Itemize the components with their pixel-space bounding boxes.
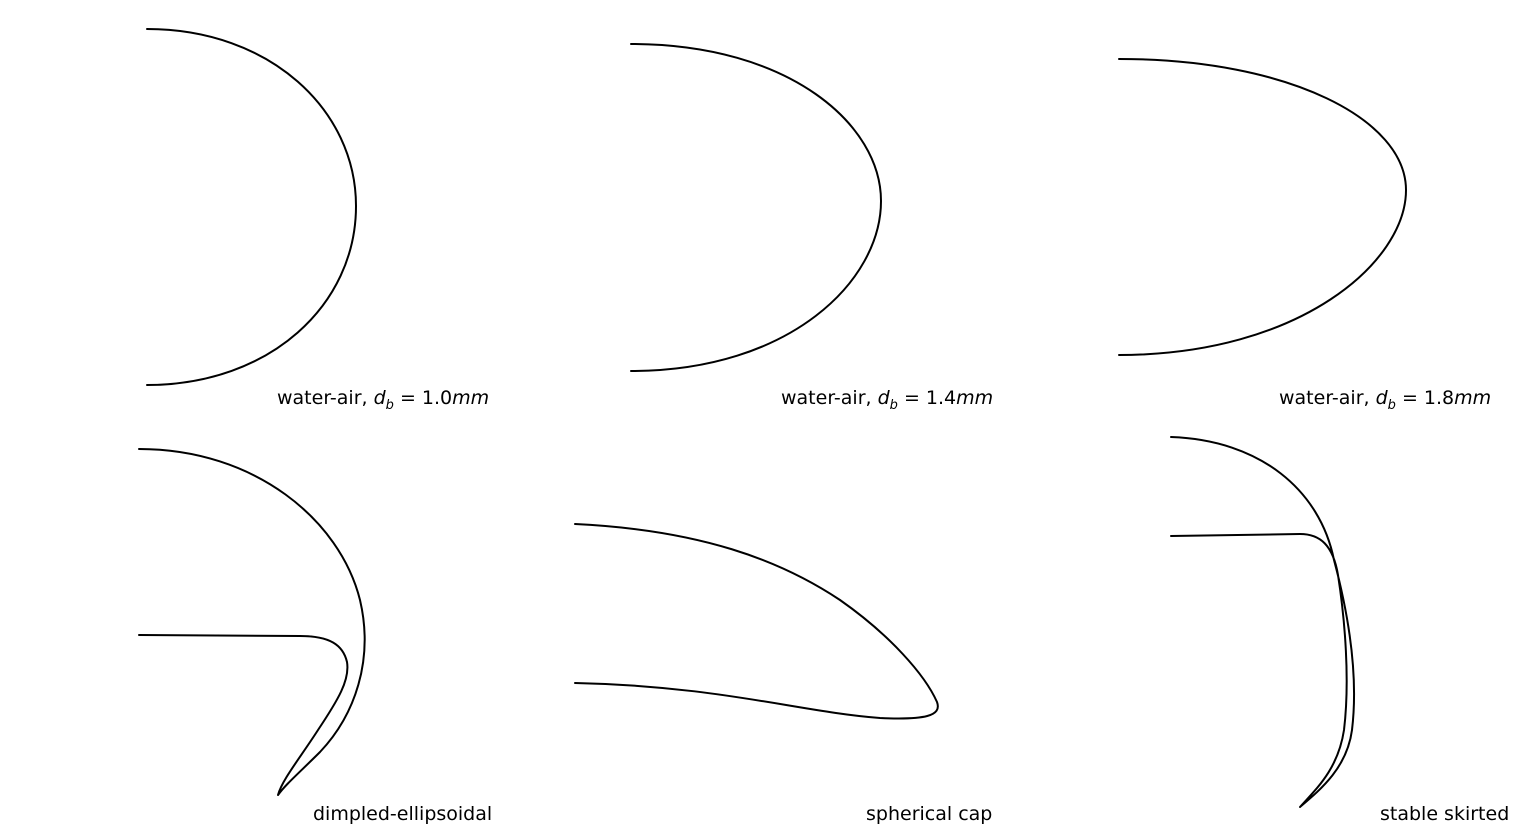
caption-water-air-1-0: water-air, db = 1.0mm <box>277 387 489 413</box>
bubble-outline-spherical-cap <box>574 523 939 720</box>
caption-dimpled-ellipsoidal: dimpled-ellipsoidal <box>313 803 492 825</box>
caption-stable-skirted: stable skirted <box>1380 803 1509 825</box>
panel-water-air-1-0: water-air, db = 1.0mm <box>146 28 489 413</box>
caption-water-air-1-4: water-air, db = 1.4mm <box>781 387 993 413</box>
bubble-outline-1-8 <box>1118 58 1407 356</box>
panel-stable-skirted: stable skirted <box>1170 436 1509 825</box>
panel-dimpled-ellipsoidal: dimpled-ellipsoidal <box>138 448 492 825</box>
caption-water-air-1-8: water-air, db = 1.8mm <box>1279 387 1491 413</box>
panel-water-air-1-8: water-air, db = 1.8mm <box>1118 58 1491 413</box>
caption-spherical-cap: spherical cap <box>866 803 992 825</box>
bubble-outline-stable-skirted <box>1170 436 1355 808</box>
bubble-outline-1-4 <box>630 43 882 372</box>
panel-water-air-1-4: water-air, db = 1.4mm <box>630 43 993 413</box>
bubble-outline-1-0 <box>146 28 357 386</box>
bubble-outline-dimpled-ellipsoidal <box>138 448 366 796</box>
panel-spherical-cap: spherical cap <box>574 523 992 825</box>
